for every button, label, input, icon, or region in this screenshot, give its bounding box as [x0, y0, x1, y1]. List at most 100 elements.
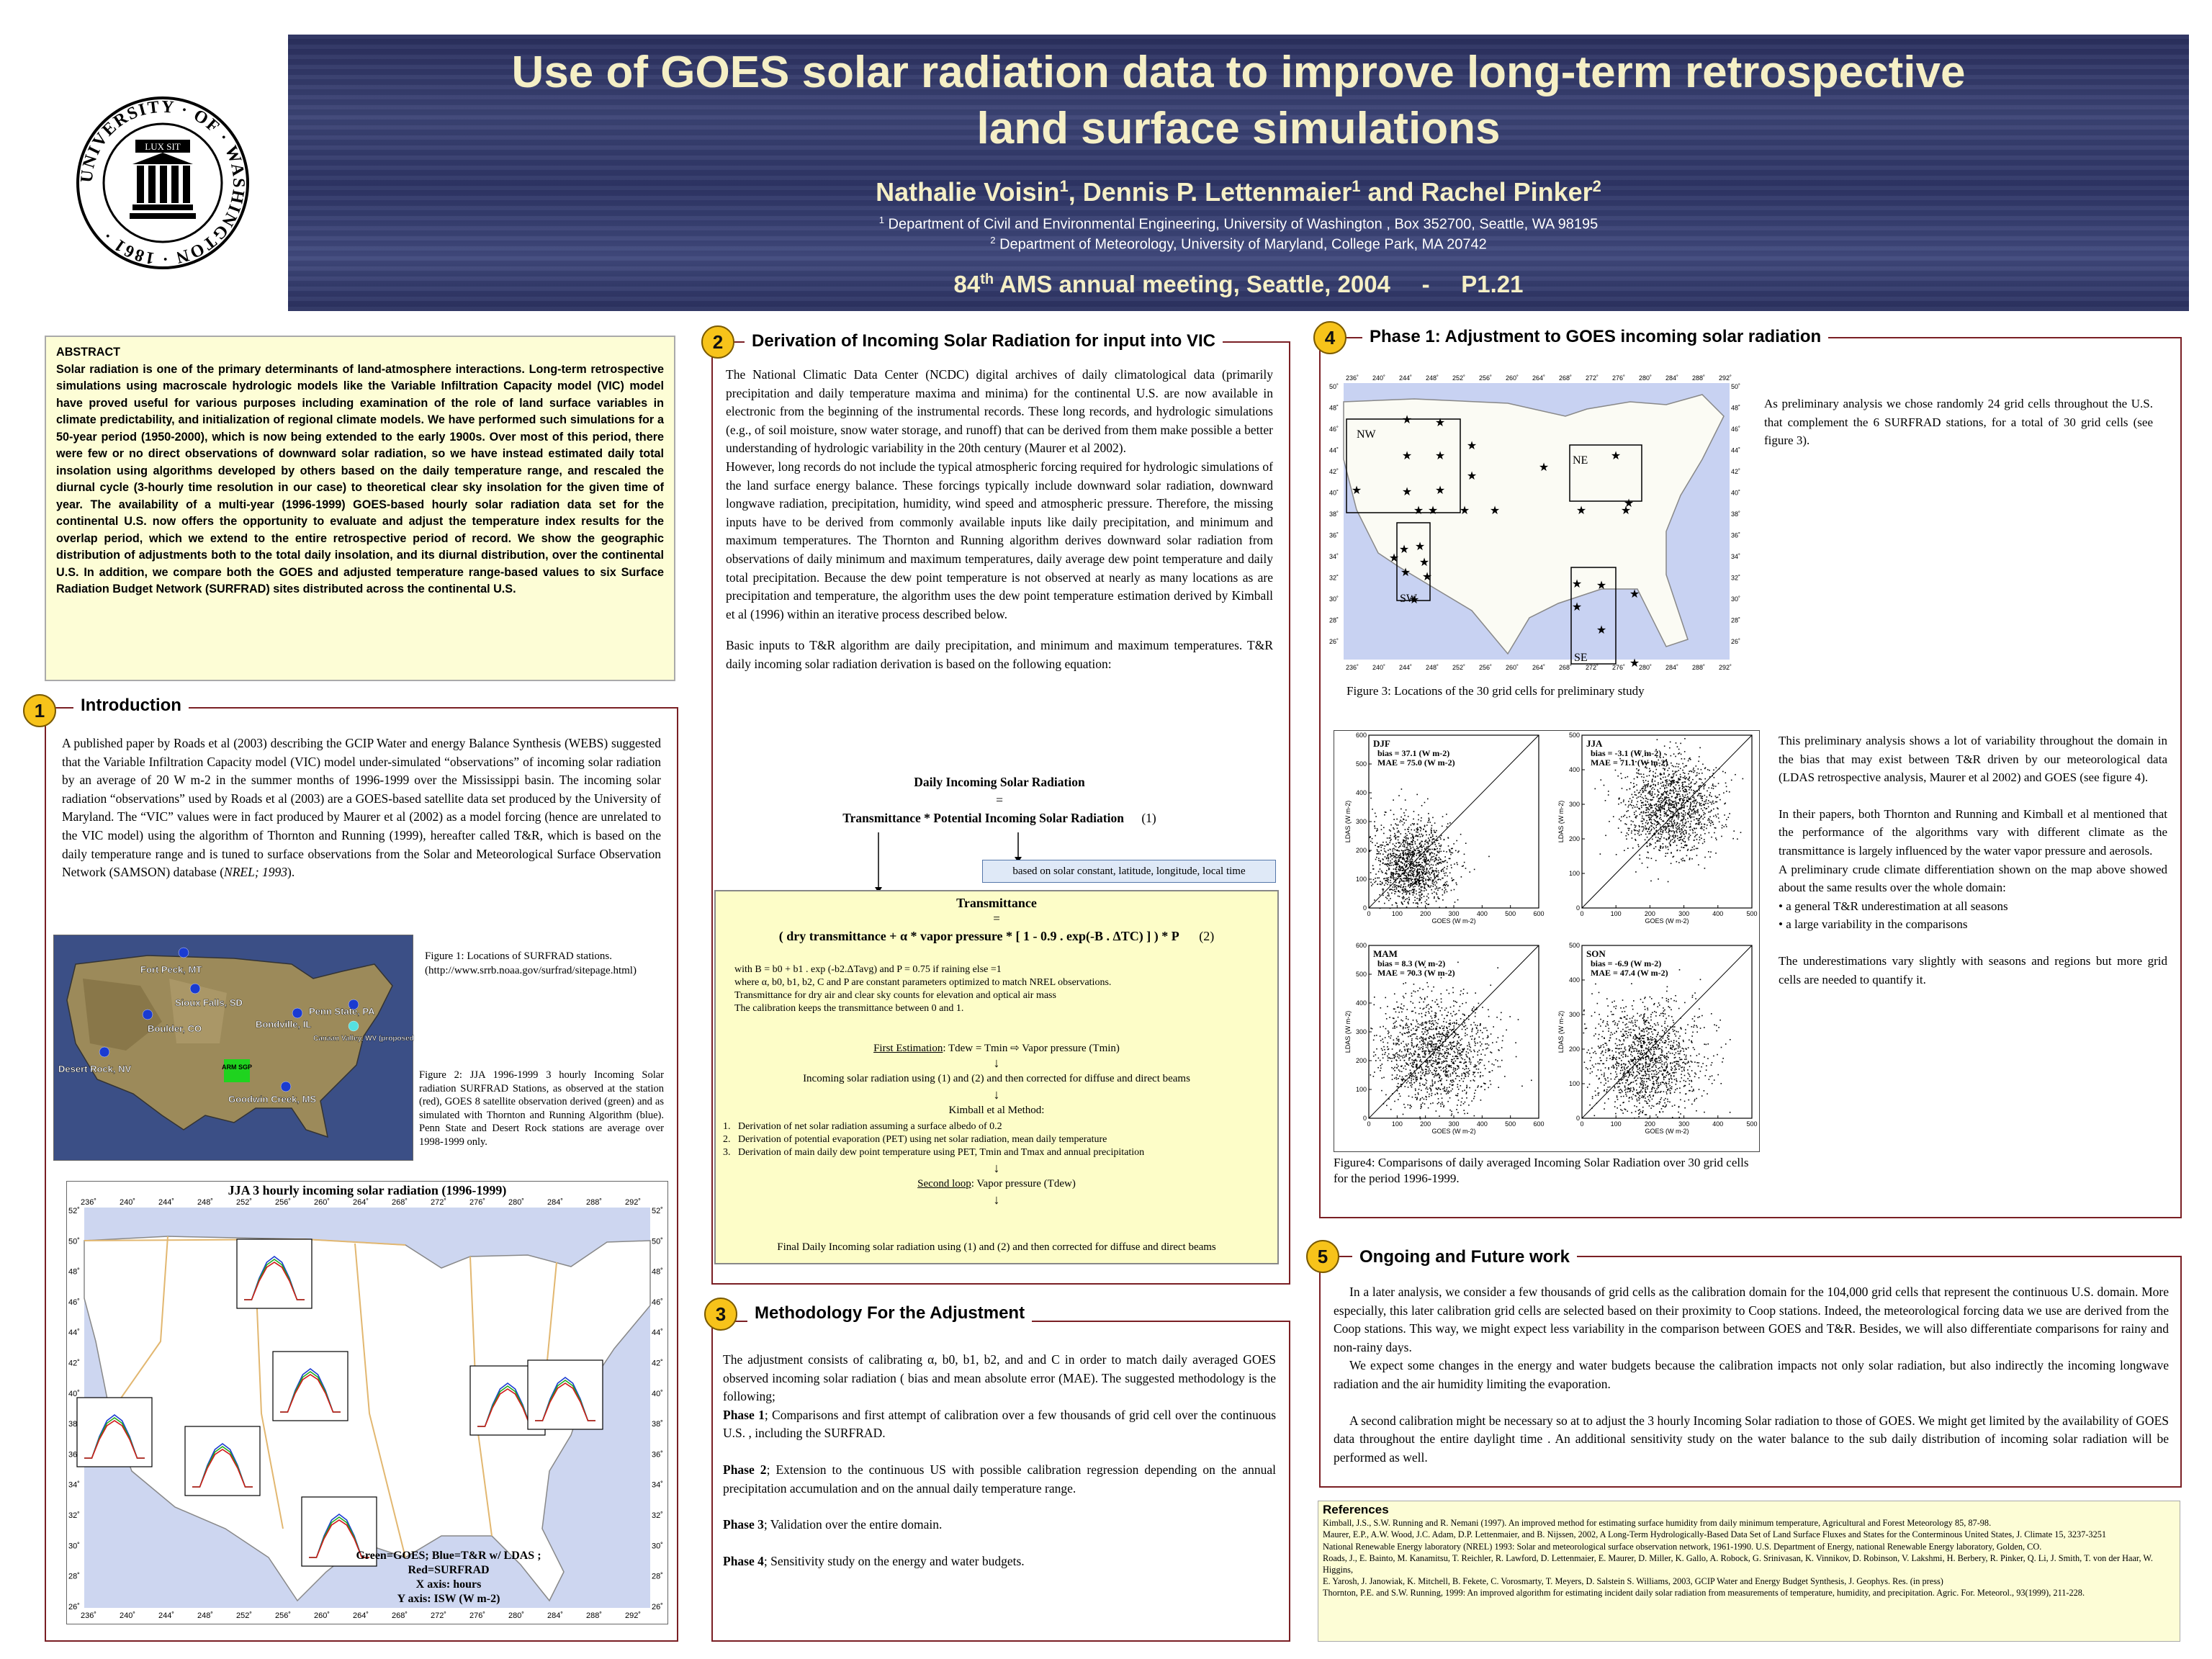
scatter-point: [1394, 1008, 1395, 1010]
scatter-point: [1641, 1045, 1643, 1047]
scatter-point: [1425, 856, 1426, 858]
scatter-point: [1380, 829, 1382, 830]
scatter-point: [1636, 784, 1637, 786]
scatter-point: [1408, 856, 1411, 858]
scatter-point: [1655, 1076, 1657, 1078]
scatter-point: [1413, 890, 1415, 891]
scatter-point: [1615, 1076, 1617, 1078]
grid-cell-star: ★: [1422, 571, 1432, 583]
scatter-point: [1700, 768, 1702, 770]
scatter-point: [1428, 817, 1430, 819]
scatter-point: [1424, 865, 1426, 867]
scatter-point: [1727, 817, 1730, 819]
scatter-point: [1459, 1052, 1460, 1054]
scatter-point: [1591, 1047, 1593, 1049]
scatter-point: [1650, 1096, 1652, 1098]
scatter-point: [1416, 902, 1419, 904]
scatter-point: [1700, 786, 1702, 787]
scatter-point: [1681, 842, 1682, 845]
scatter-point: [1645, 1070, 1646, 1072]
scatter-point: [1694, 840, 1695, 841]
scatter-point: [1603, 784, 1605, 786]
scatter-point: [1418, 1067, 1420, 1069]
scatter-point: [1624, 1085, 1626, 1087]
scatter-point: [1437, 1052, 1439, 1054]
scatter-point: [1418, 852, 1419, 854]
scatter-point: [1443, 1028, 1444, 1029]
scatter-point: [1615, 1058, 1617, 1061]
scatter-point: [1418, 819, 1419, 821]
scatter-point: [1703, 788, 1705, 790]
scatter-point: [1673, 780, 1675, 781]
scatter-point: [1447, 1074, 1449, 1076]
scatter-point: [1429, 1060, 1430, 1061]
longitude-label: 284˚: [1665, 664, 1678, 671]
scatter-point: [1375, 1054, 1377, 1056]
scatter-point: [1419, 987, 1421, 989]
scatter-point: [1640, 834, 1642, 835]
scatter-point: [1663, 786, 1665, 787]
scatter-point: [1452, 1071, 1454, 1074]
scatter-point: [1710, 809, 1712, 811]
scatter-point: [1448, 849, 1450, 850]
scatter-point: [1621, 778, 1622, 779]
scatter-point: [1676, 804, 1677, 805]
scatter-point: [1424, 1050, 1426, 1052]
scatter-point: [1668, 814, 1670, 817]
scatter-point: [1628, 1071, 1630, 1074]
scatter-point: [1423, 852, 1425, 853]
scatter-point: [1668, 808, 1670, 810]
scatter-point: [1429, 1022, 1431, 1024]
scatter-point: [1394, 1028, 1395, 1029]
scatter-point: [1636, 1092, 1638, 1094]
scatter-point: [1707, 806, 1709, 808]
scatter-point: [1613, 1089, 1614, 1092]
scatter-point: [1382, 1038, 1383, 1040]
scatter-point: [1443, 1070, 1445, 1072]
scatter-point: [1439, 1067, 1441, 1069]
scatter-point: [1409, 1072, 1411, 1074]
scatter-point: [1683, 810, 1685, 812]
scatter-point: [1648, 805, 1650, 807]
scatter-point: [1401, 1055, 1403, 1057]
scatter-point: [1637, 832, 1639, 835]
scatter-point: [1647, 783, 1649, 785]
scatter-point: [1588, 1083, 1591, 1085]
scatter-point: [1651, 793, 1653, 795]
scatter-point: [1382, 889, 1385, 890]
scatter-point: [1419, 899, 1421, 900]
scatter-point: [1454, 1032, 1455, 1034]
scatter-point: [1671, 790, 1673, 791]
scatter-point: [1665, 791, 1668, 793]
scatter-point: [1401, 816, 1402, 818]
scatter-point: [1395, 1078, 1398, 1080]
scatter-point: [1411, 842, 1413, 844]
scatter-point: [1652, 838, 1653, 840]
scatter-point: [1463, 1048, 1465, 1051]
scatter-point: [1395, 888, 1398, 890]
scatter-point: [1423, 896, 1425, 897]
scatter-point: [1430, 1006, 1431, 1008]
scatter-point: [1654, 765, 1656, 767]
scatter-point: [1624, 776, 1627, 778]
scatter-point: [1643, 819, 1645, 821]
scatter-point: [1674, 1065, 1676, 1066]
scatter-point: [1612, 1054, 1614, 1056]
scatter-point: [1642, 791, 1645, 793]
scatter-point: [1409, 1035, 1411, 1037]
scatter-point: [1618, 1057, 1620, 1059]
scatter-point: [1648, 768, 1650, 770]
scatter-point: [1642, 1038, 1644, 1039]
latitude-label: 40˚: [1329, 490, 1339, 497]
scatter-point: [1414, 1073, 1416, 1075]
scatter-point: [1430, 832, 1432, 834]
scatter-point: [1660, 828, 1662, 830]
scatter-point: [1411, 891, 1413, 894]
scatter-point: [1447, 1028, 1448, 1029]
scatter-point: [1411, 884, 1413, 886]
scatter-point: [1647, 828, 1650, 830]
scatter-point: [1401, 1071, 1403, 1073]
scatter-point: [1636, 1074, 1638, 1076]
scatter-point: [1678, 814, 1680, 817]
